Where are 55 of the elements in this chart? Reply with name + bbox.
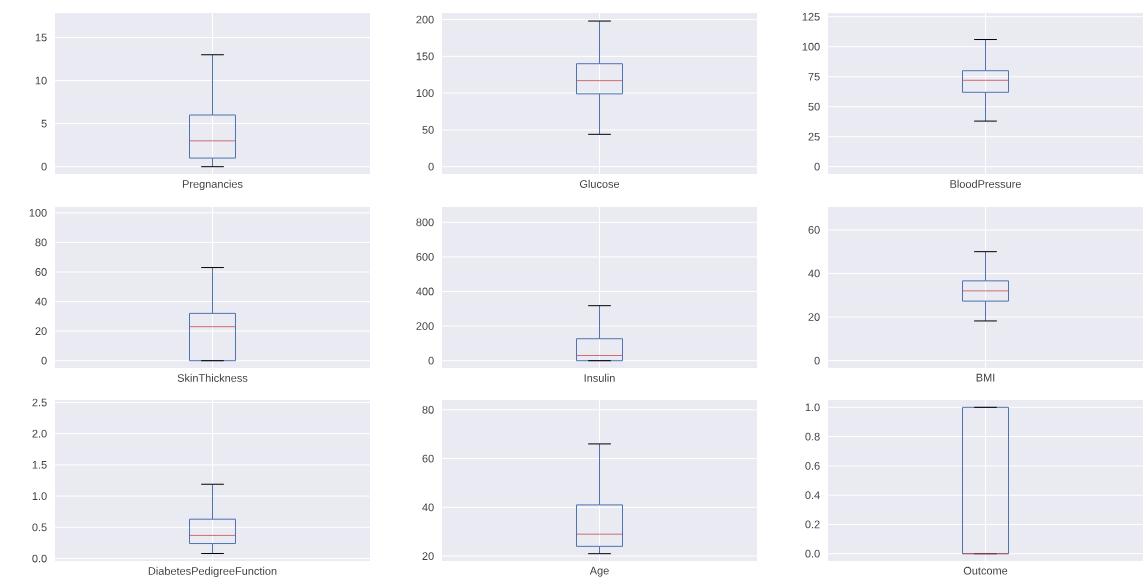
y-tick-label: 100 — [29, 208, 47, 217]
y-tick-label: 40 — [808, 269, 820, 278]
y-tick-label: 100 — [416, 89, 434, 98]
y-tick-label: 1.0 — [32, 492, 47, 500]
y-tick-label: 0.2 — [805, 520, 820, 529]
y-tick-label: 0 — [814, 162, 820, 171]
x-tick-label: Insulin — [584, 373, 615, 382]
y-tick-label: 20 — [422, 552, 434, 560]
y-tick-label: 1.0 — [805, 403, 820, 412]
y-tick-label: 0.0 — [805, 549, 820, 558]
y-tick-label: 80 — [422, 405, 434, 414]
y-tick-label: 60 — [808, 226, 820, 234]
y-tick-label: 0.5 — [32, 523, 47, 532]
y-tick-label: 0 — [41, 162, 47, 171]
y-tick-label: 0 — [428, 356, 434, 365]
y-tick-label: 0.4 — [805, 491, 820, 500]
y-tick-label: 800 — [416, 218, 434, 227]
x-tick-label: BMI — [976, 373, 995, 382]
y-tick-label: 60 — [35, 268, 47, 276]
x-tick-label: Pregnancies — [182, 179, 243, 191]
y-tick-label: 150 — [416, 52, 434, 61]
y-tick-label: 200 — [416, 322, 434, 330]
y-tick-label: 5 — [41, 119, 47, 128]
y-tick-label: 40 — [422, 503, 434, 512]
y-tick-label: 1.5 — [32, 461, 47, 469]
y-tick-label: 400 — [416, 287, 434, 296]
y-tick-label: 40 — [35, 297, 47, 306]
y-tick-label: 20 — [35, 327, 47, 335]
x-tick-label: SkinThickness — [177, 373, 248, 382]
x-tick-label: Glucose — [579, 179, 620, 188]
y-tick-label: 0.0 — [32, 554, 47, 563]
y-tick-label: 600 — [416, 253, 434, 261]
y-tick-label: 50 — [422, 126, 434, 134]
y-tick-label: 50 — [808, 102, 820, 111]
y-tick-label: 75 — [808, 72, 820, 81]
x-tick-label: Age — [589, 566, 609, 577]
y-tick-label: 80 — [35, 238, 47, 247]
y-tick-label: 15 — [35, 33, 47, 42]
y-tick-label: 2.0 — [32, 429, 47, 438]
x-tick-label: DiabetesPedigreeFunction — [148, 566, 277, 578]
y-tick-label: 125 — [802, 12, 820, 21]
y-tick-label: 20 — [808, 313, 820, 321]
y-tick-label: 0 — [814, 356, 820, 365]
y-tick-label: 0 — [428, 162, 434, 171]
y-tick-label: 200 — [416, 15, 434, 24]
y-tick-label: 60 — [422, 454, 434, 463]
y-tick-label: 0 — [41, 356, 47, 365]
x-tick-label: Outcome — [963, 566, 1008, 575]
y-tick-label: 0.6 — [805, 462, 820, 470]
y-tick-label: 10 — [35, 76, 47, 85]
x-tick-label: BloodPressure — [950, 179, 1021, 188]
y-tick-label: 100 — [802, 42, 820, 51]
y-tick-label: 2.5 — [32, 398, 47, 407]
y-tick-label: 25 — [808, 132, 820, 141]
y-tick-label: 0.8 — [805, 432, 820, 441]
